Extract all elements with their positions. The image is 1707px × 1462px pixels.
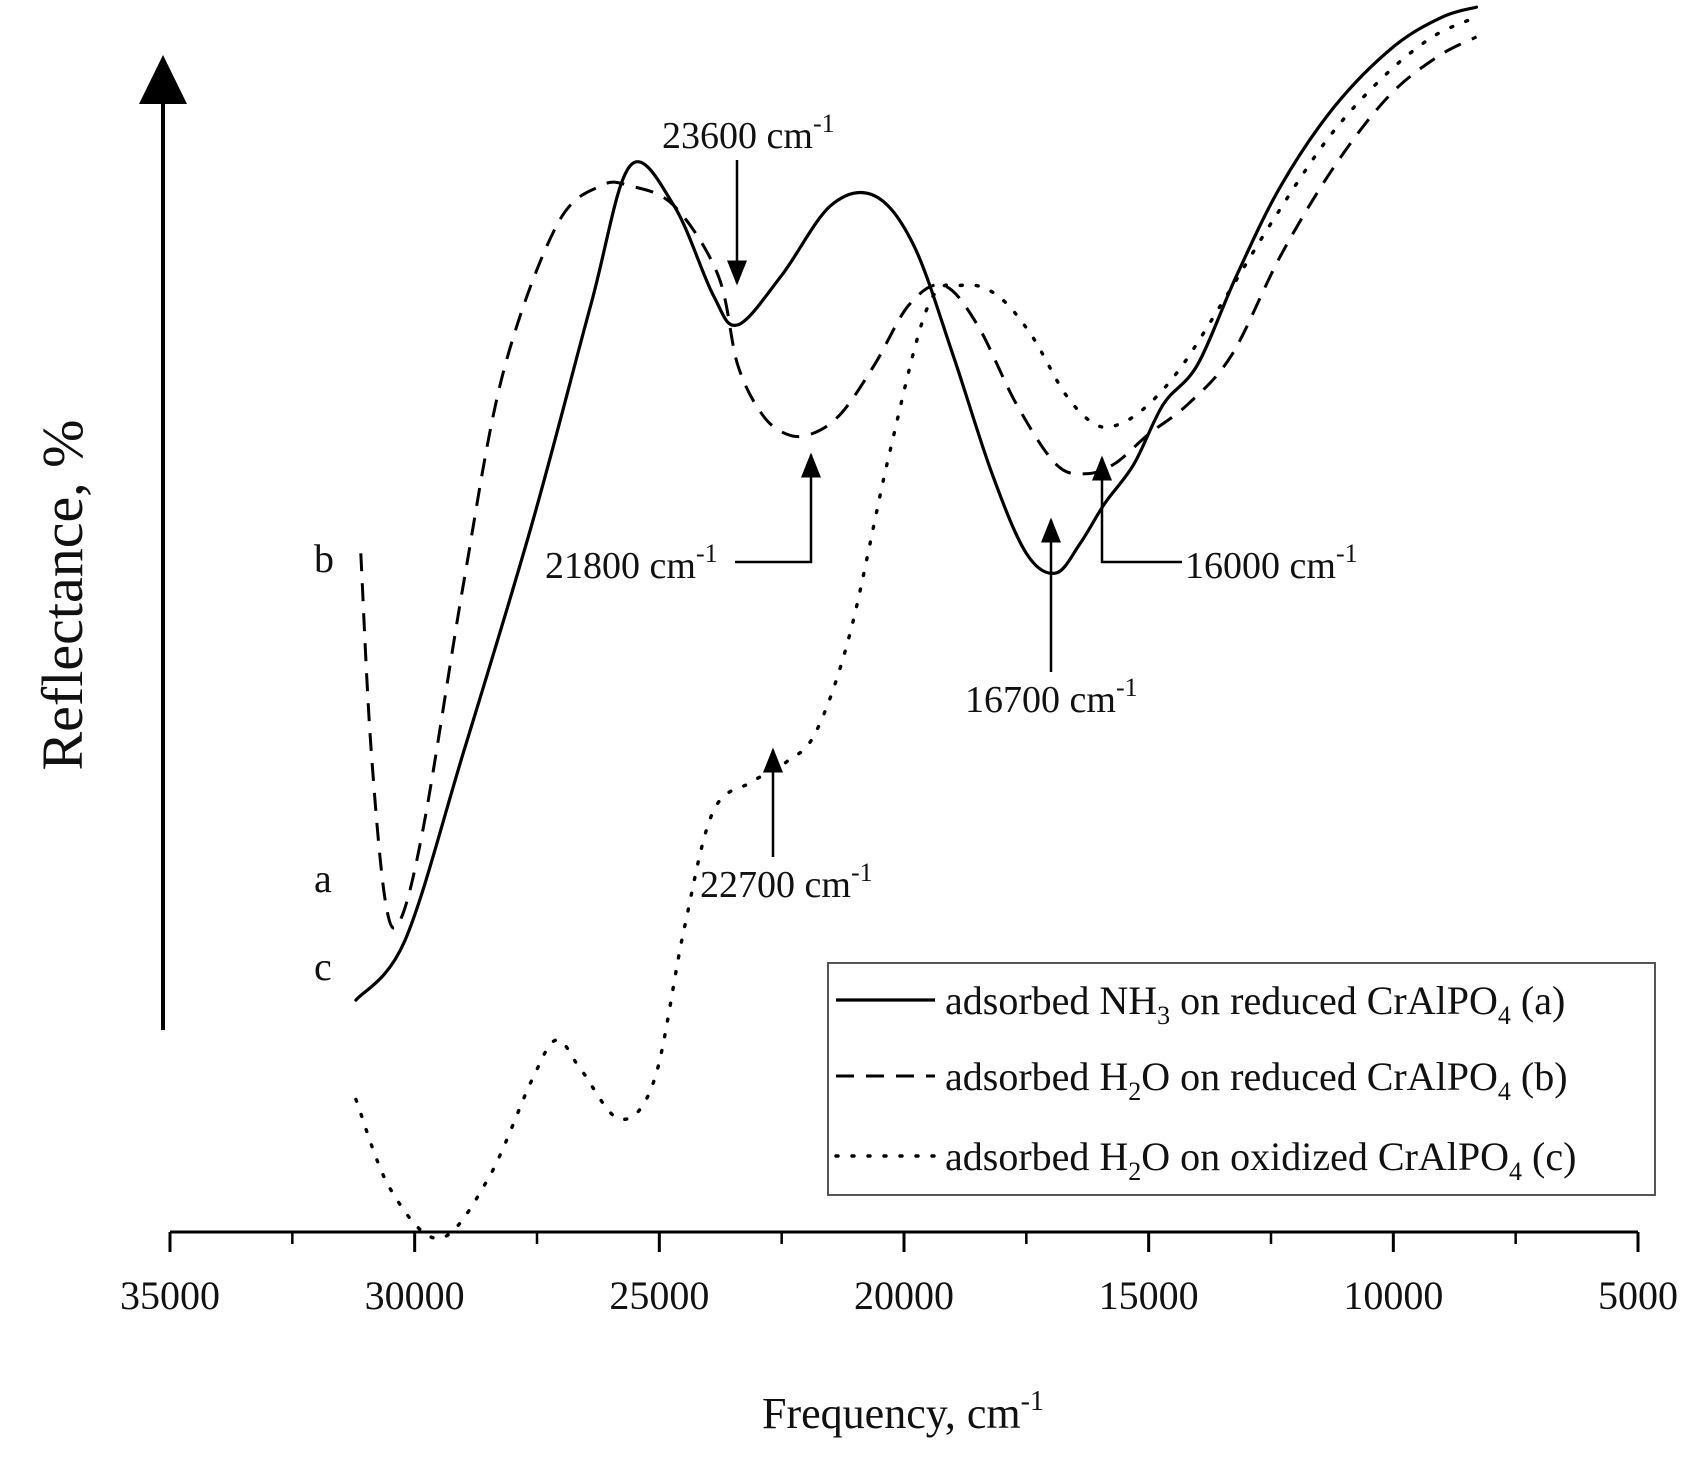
series-line-c (354, 15, 1479, 1241)
annotation-21800-arrow (735, 452, 821, 564)
legend-b-pre: adsorbed H (945, 1054, 1128, 1099)
y-axis: Reflectance, % (30, 55, 187, 1030)
x-axis-ticks: 35000 30000 25000 20000 15000 10000 5000 (120, 1232, 1678, 1318)
legend-box (827, 962, 1656, 1196)
annotation-22700-sup: -1 (851, 858, 873, 887)
x-axis-label-main: Frequency, cm (762, 1389, 1021, 1438)
legend-b-post: (b) (1511, 1054, 1568, 1099)
x-axis-label: Frequency, cm-1 (762, 1386, 1044, 1438)
legend-item-c: adsorbed H2O on oxidized CrAlPO4 (c) (834, 1134, 1576, 1186)
legend-b-sub1: 2 (1128, 1077, 1141, 1106)
annotation-21800-value: 21800 cm (545, 545, 696, 587)
annotation-16000-sup: -1 (1336, 539, 1358, 568)
annotation-22700-label: 22700 cm-1 (700, 858, 873, 906)
x-tick-label-25000: 25000 (609, 1273, 709, 1318)
legend-c-post: (c) (1522, 1134, 1576, 1179)
y-axis-label: Reflectance, % (30, 419, 95, 770)
series-layer (354, 5, 1479, 1241)
annotation-16700-label: 16700 cm-1 (965, 673, 1138, 721)
legend-c-sub1: 2 (1128, 1157, 1141, 1186)
legend-item-a: adsorbed NH3 on reduced CrAlPO4 (a) (836, 978, 1565, 1030)
legend-a-pre: adsorbed NH (945, 978, 1157, 1023)
annotation-21800-sup: -1 (696, 539, 718, 568)
annotation-16700: 16700 cm-1 (965, 517, 1138, 721)
annotation-23600: 23600 cm-1 (662, 109, 835, 286)
legend-text-a: adsorbed NH3 on reduced CrAlPO4 (a) (945, 978, 1565, 1030)
annotation-23600-label: 23600 cm-1 (662, 109, 835, 157)
annotation-23600-sup: -1 (813, 109, 835, 138)
curve-label-b: b (314, 536, 334, 581)
annotation-21800: 21800 cm-1 (545, 452, 821, 587)
legend-text-b: adsorbed H2O on reduced CrAlPO4 (b) (945, 1054, 1568, 1106)
x-tick-label-30000: 30000 (365, 1273, 465, 1318)
annotation-16000-label: 16000 cm-1 (1185, 539, 1358, 587)
legend-a-mid: on reduced CrAlPO (1170, 978, 1498, 1023)
legend-a-post: (a) (1511, 978, 1565, 1023)
series-line-b (359, 35, 1478, 930)
x-tick-label-5000: 5000 (1598, 1273, 1678, 1318)
y-axis-arrowhead (139, 55, 187, 104)
annotation-16000-value: 16000 cm (1185, 545, 1336, 587)
x-tick-label-15000: 15000 (1099, 1273, 1199, 1318)
legend-item-b: adsorbed H2O on reduced CrAlPO4 (b) (836, 1054, 1568, 1106)
x-tick-label-35000: 35000 (120, 1273, 220, 1318)
legend-c-pre: adsorbed H (945, 1134, 1128, 1179)
annotation-21800-label: 21800 cm-1 (545, 539, 718, 587)
legend-b-sub2: 4 (1498, 1077, 1511, 1106)
annotations: 23600 cm-1 21800 cm-1 22700 cm-1 16700 c… (545, 109, 1358, 906)
annotation-22700: 22700 cm-1 (700, 747, 873, 906)
x-axis: 35000 30000 25000 20000 15000 10000 5000 Frequ… (120, 1230, 1678, 1438)
annotation-22700-value: 22700 cm (700, 864, 851, 906)
legend-a-sub2: 4 (1498, 1001, 1511, 1030)
legend-c-sub2: 4 (1509, 1157, 1522, 1186)
annotation-16000: 16000 cm-1 (1092, 455, 1358, 587)
legend-b-mid: O on reduced CrAlPO (1141, 1054, 1498, 1099)
annotation-23600-value: 23600 cm (662, 115, 813, 157)
curve-label-a: a (314, 856, 332, 901)
series-line-a (354, 5, 1479, 1002)
annotation-16700-value: 16700 cm (965, 679, 1116, 721)
x-axis-label-sup: -1 (1021, 1386, 1044, 1417)
curve-labels: b a c (314, 536, 334, 989)
annotation-16700-sup: -1 (1116, 673, 1138, 702)
x-tick-label-20000: 20000 (854, 1273, 954, 1318)
legend-a-sub1: 3 (1157, 1001, 1170, 1030)
curve-label-c: c (314, 944, 332, 989)
annotation-16000-arrow (1092, 455, 1182, 564)
legend: adsorbed NH3 on reduced CrAlPO4 (a) adso… (827, 962, 1656, 1196)
x-tick-label-10000: 10000 (1343, 1273, 1443, 1318)
legend-c-mid: O on oxidized CrAlPO (1141, 1134, 1509, 1179)
legend-text-c: adsorbed H2O on oxidized CrAlPO4 (c) (945, 1134, 1576, 1186)
